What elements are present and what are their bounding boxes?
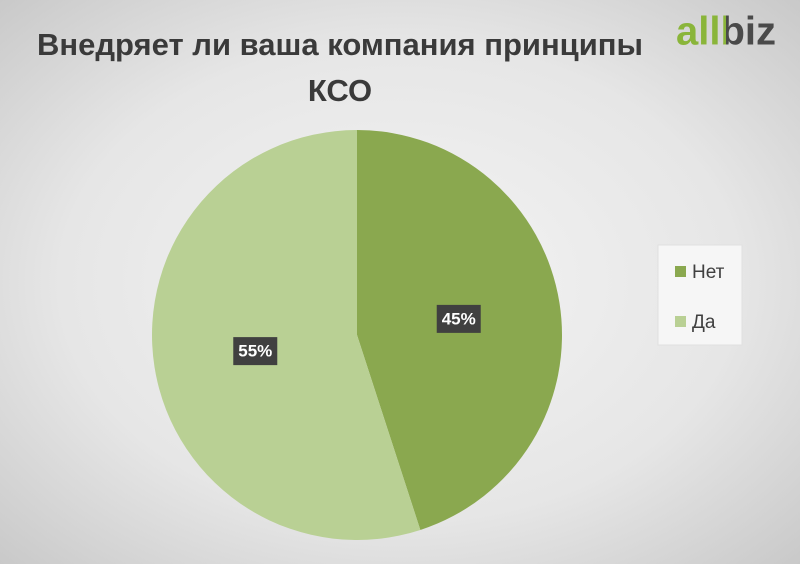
legend-swatch	[675, 266, 686, 277]
chart-title: Внедряет ли ваша компания принципы КСО	[37, 27, 643, 108]
label-box	[233, 337, 278, 366]
legend-swatch	[675, 316, 686, 327]
pie-slice	[152, 130, 421, 540]
data-label: 55%	[238, 342, 272, 361]
legend-label: Нет	[692, 262, 725, 283]
legend-label: Да	[692, 312, 716, 333]
label-box	[436, 304, 481, 333]
legend-box	[657, 244, 743, 346]
logo: allbiz	[676, 10, 776, 54]
data-label: 45%	[442, 309, 476, 328]
